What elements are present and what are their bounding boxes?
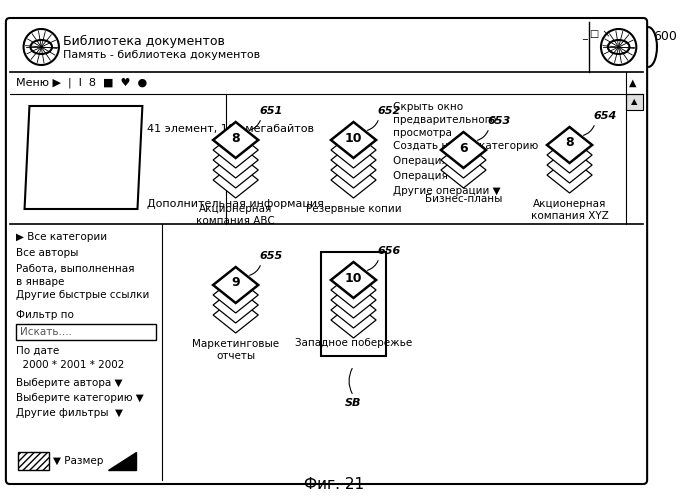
Text: 8: 8 — [231, 132, 240, 144]
Text: 9: 9 — [231, 276, 240, 289]
Text: Маркетинговые
отчеты: Маркетинговые отчеты — [192, 339, 279, 360]
Text: ▲: ▲ — [631, 98, 638, 106]
Polygon shape — [547, 127, 592, 163]
Polygon shape — [331, 152, 376, 188]
Text: ▶ Все категории: ▶ Все категории — [16, 232, 107, 242]
Text: Фиг. 21: Фиг. 21 — [304, 477, 364, 492]
Polygon shape — [108, 452, 135, 470]
Text: ▼ Размер: ▼ Размер — [53, 456, 103, 466]
Bar — [626, 94, 643, 110]
Text: Работа, выполненная: Работа, выполненная — [16, 264, 134, 274]
Text: просмотра: просмотра — [393, 128, 452, 138]
Text: ▲: ▲ — [630, 78, 637, 88]
Text: 41 элемент, 100 мегабайтов: 41 элемент, 100 мегабайтов — [148, 124, 314, 134]
Text: 654: 654 — [593, 111, 616, 121]
Polygon shape — [213, 287, 258, 323]
Text: 656: 656 — [377, 246, 401, 256]
Polygon shape — [441, 152, 486, 188]
Circle shape — [24, 29, 59, 65]
Text: Западное побережье: Западное побережье — [295, 338, 412, 348]
Polygon shape — [331, 272, 376, 308]
Text: 600: 600 — [653, 30, 677, 44]
Text: Память - библиотека документов: Память - библиотека документов — [63, 50, 260, 60]
Circle shape — [601, 29, 636, 65]
Text: Акционерная
компания XYZ: Акционерная компания XYZ — [530, 199, 609, 220]
Text: 652: 652 — [377, 106, 401, 116]
FancyBboxPatch shape — [6, 18, 647, 484]
Text: 2000 * 2001 * 2002: 2000 * 2001 * 2002 — [16, 360, 124, 370]
Text: 655: 655 — [259, 251, 282, 261]
Polygon shape — [331, 162, 376, 198]
Text: 653: 653 — [487, 116, 510, 126]
Text: Фильтр по: Фильтр по — [16, 310, 73, 320]
Text: Акционерная
компания ABC: Акционерная компания ABC — [197, 204, 275, 226]
Text: предварительного: предварительного — [393, 115, 496, 125]
Polygon shape — [213, 122, 258, 158]
Text: Другие операции ▼: Другие операции ▼ — [393, 186, 500, 196]
Text: Бизнес-планы: Бизнес-планы — [425, 194, 503, 204]
Polygon shape — [547, 137, 592, 173]
Text: SB: SB — [345, 398, 362, 408]
Text: Выберите автора ▼: Выберите автора ▼ — [16, 378, 122, 388]
Polygon shape — [213, 142, 258, 178]
Text: _ □ ×: _ □ × — [582, 30, 611, 40]
Polygon shape — [331, 292, 376, 328]
Text: Выберите категорию ▼: Выберите категорию ▼ — [16, 393, 143, 403]
Text: 10: 10 — [345, 272, 362, 284]
Polygon shape — [24, 106, 142, 209]
Polygon shape — [331, 132, 376, 168]
Text: Все авторы: Все авторы — [16, 248, 78, 258]
Polygon shape — [213, 152, 258, 188]
Polygon shape — [213, 267, 258, 303]
Polygon shape — [213, 162, 258, 198]
Polygon shape — [441, 132, 486, 168]
Polygon shape — [331, 122, 376, 158]
Text: Меню ▶  |  I  8  ■  ♥  ●: Меню ▶ | I 8 ■ ♥ ● — [16, 78, 147, 88]
Text: Искать....: Искать.... — [20, 327, 71, 337]
Text: Создать новую категорию: Создать новую категорию — [393, 141, 538, 151]
Text: Скрыть окно: Скрыть окно — [393, 102, 463, 112]
Text: Операция 3: Операция 3 — [393, 171, 458, 181]
Polygon shape — [213, 277, 258, 313]
Polygon shape — [547, 147, 592, 183]
Text: 651: 651 — [259, 106, 282, 116]
Text: Дополнительная информация...: Дополнительная информация... — [148, 199, 335, 209]
Bar — [16, 324, 156, 340]
Polygon shape — [547, 157, 592, 193]
Text: Операция 2: Операция 2 — [393, 156, 458, 166]
Text: Библиотека документов: Библиотека документов — [63, 34, 224, 48]
Text: Другие фильтры  ▼: Другие фильтры ▼ — [16, 408, 122, 418]
Text: 8: 8 — [565, 136, 574, 149]
Bar — [18, 452, 49, 470]
Polygon shape — [441, 142, 486, 178]
Bar — [321, 252, 386, 356]
Text: Резервные копии: Резервные копии — [306, 204, 401, 214]
Text: Другие быстрые ссылки: Другие быстрые ссылки — [16, 290, 149, 300]
Polygon shape — [331, 282, 376, 318]
Polygon shape — [331, 142, 376, 178]
Polygon shape — [213, 132, 258, 168]
Polygon shape — [331, 302, 376, 338]
Polygon shape — [213, 297, 258, 333]
Polygon shape — [331, 262, 376, 298]
Text: в январе: в январе — [16, 277, 64, 287]
Text: 10: 10 — [345, 132, 362, 144]
Text: 6: 6 — [459, 142, 468, 154]
Text: По дате: По дате — [16, 346, 59, 356]
